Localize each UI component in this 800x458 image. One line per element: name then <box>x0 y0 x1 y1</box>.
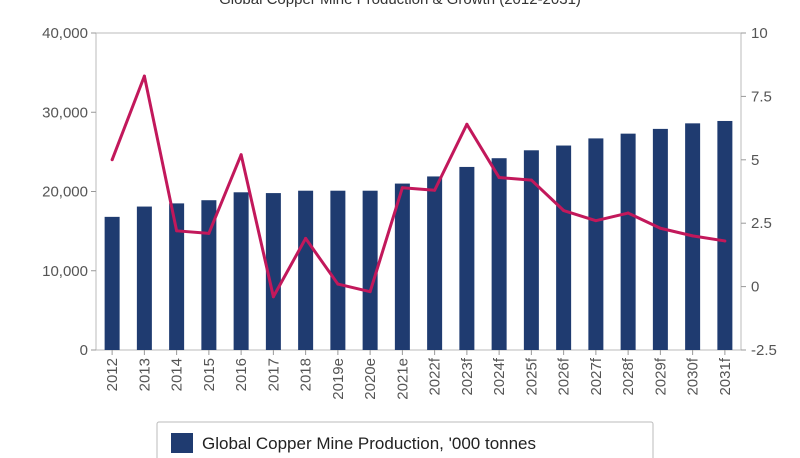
bar <box>491 158 507 350</box>
growth-line <box>110 74 727 299</box>
plot-frame <box>95 32 742 351</box>
growth-point <box>336 282 340 286</box>
growth-point <box>465 122 469 126</box>
growth-point <box>723 239 727 243</box>
right-tick-label: 7.5 <box>751 88 772 105</box>
bar <box>459 166 475 350</box>
growth-point <box>175 229 179 233</box>
x-tick-label: 2020e <box>362 358 379 400</box>
bar <box>330 190 346 350</box>
right-tick-label: 0 <box>751 279 759 296</box>
growth-point <box>271 295 275 299</box>
x-tick-label: 2021e <box>394 358 411 400</box>
growth-point <box>594 219 598 223</box>
bar <box>717 120 733 350</box>
x-tick-label: 2028f <box>620 357 637 395</box>
x-tick-label: 2025f <box>523 357 540 395</box>
legend-swatch-bar <box>171 433 193 453</box>
left-tick-label: 0 <box>80 342 88 359</box>
bar <box>523 150 539 350</box>
left-y-axis: 0 10,000 20,000 30,000 40,000 <box>42 25 96 359</box>
growth-point <box>497 176 501 180</box>
left-tick-label: 40,000 <box>42 25 88 42</box>
bar <box>362 190 378 350</box>
growth-point <box>304 236 308 240</box>
bar <box>298 190 314 350</box>
x-tick-label: 2019e <box>330 358 347 400</box>
x-tick-label: 2013 <box>136 358 153 391</box>
bar <box>233 192 249 350</box>
right-tick-label: 5 <box>751 152 759 169</box>
x-tick-label: 2026f <box>556 357 573 395</box>
growth-point <box>142 74 146 78</box>
x-tick-label: 2030f <box>685 357 702 395</box>
growth-point <box>691 234 695 238</box>
growth-point <box>368 290 372 294</box>
x-tick-label: 2012 <box>104 358 121 391</box>
x-tick-label: 2031f <box>717 357 734 395</box>
x-tick-label: 2016 <box>233 358 250 391</box>
right-tick-label: -2.5 <box>751 342 777 359</box>
bar <box>394 183 410 350</box>
right-tick-label: 10 <box>751 25 768 42</box>
growth-point <box>207 231 211 235</box>
bar <box>652 128 668 350</box>
legend-label-bar: Global Copper Mine Production, '000 tonn… <box>202 434 536 453</box>
bar <box>588 138 604 350</box>
right-tick-label: 2.5 <box>751 215 772 232</box>
production-bars <box>104 120 733 350</box>
x-tick-label: 2018 <box>298 358 315 391</box>
left-tick-label: 30,000 <box>42 104 88 121</box>
x-tick-label: 2022f <box>427 357 444 395</box>
legend: Global Copper Mine Production, '000 tonn… <box>156 421 654 458</box>
x-tick-label: 2014 <box>169 358 186 391</box>
x-tick-label: 2027f <box>588 357 605 395</box>
growth-point <box>626 211 630 215</box>
left-tick-label: 20,000 <box>42 184 88 201</box>
x-tick-label: 2017 <box>265 358 282 391</box>
bar <box>136 206 152 350</box>
bar <box>427 176 443 350</box>
bar <box>620 133 636 350</box>
chart-title: Global Copper Mine Production & Growth (… <box>219 0 581 8</box>
growth-point <box>658 226 662 230</box>
x-axis: 2012 2013 2014 2015 2016 2017 2018 2019e 2020e 20… <box>104 350 734 400</box>
left-tick-label: 10,000 <box>42 263 88 280</box>
legend-box <box>156 421 654 458</box>
right-y-axis: -2.5 0 2.5 5 7.5 10 <box>741 25 777 359</box>
bar <box>201 200 217 350</box>
plot-area <box>95 32 742 351</box>
growth-point <box>562 209 566 213</box>
growth-point <box>110 158 114 162</box>
bar <box>265 193 281 350</box>
x-tick-label: 2029f <box>652 357 669 395</box>
x-tick-label: 2015 <box>201 358 218 391</box>
bar <box>169 203 185 350</box>
bar <box>104 216 120 350</box>
x-tick-label: 2024f <box>491 357 508 395</box>
bar <box>556 145 572 350</box>
growth-point <box>433 188 437 192</box>
growth-point <box>529 178 533 182</box>
growth-point <box>239 153 243 157</box>
growth-point <box>400 186 404 190</box>
growth-line-path <box>110 74 726 299</box>
x-tick-label: 2023f <box>459 357 476 395</box>
